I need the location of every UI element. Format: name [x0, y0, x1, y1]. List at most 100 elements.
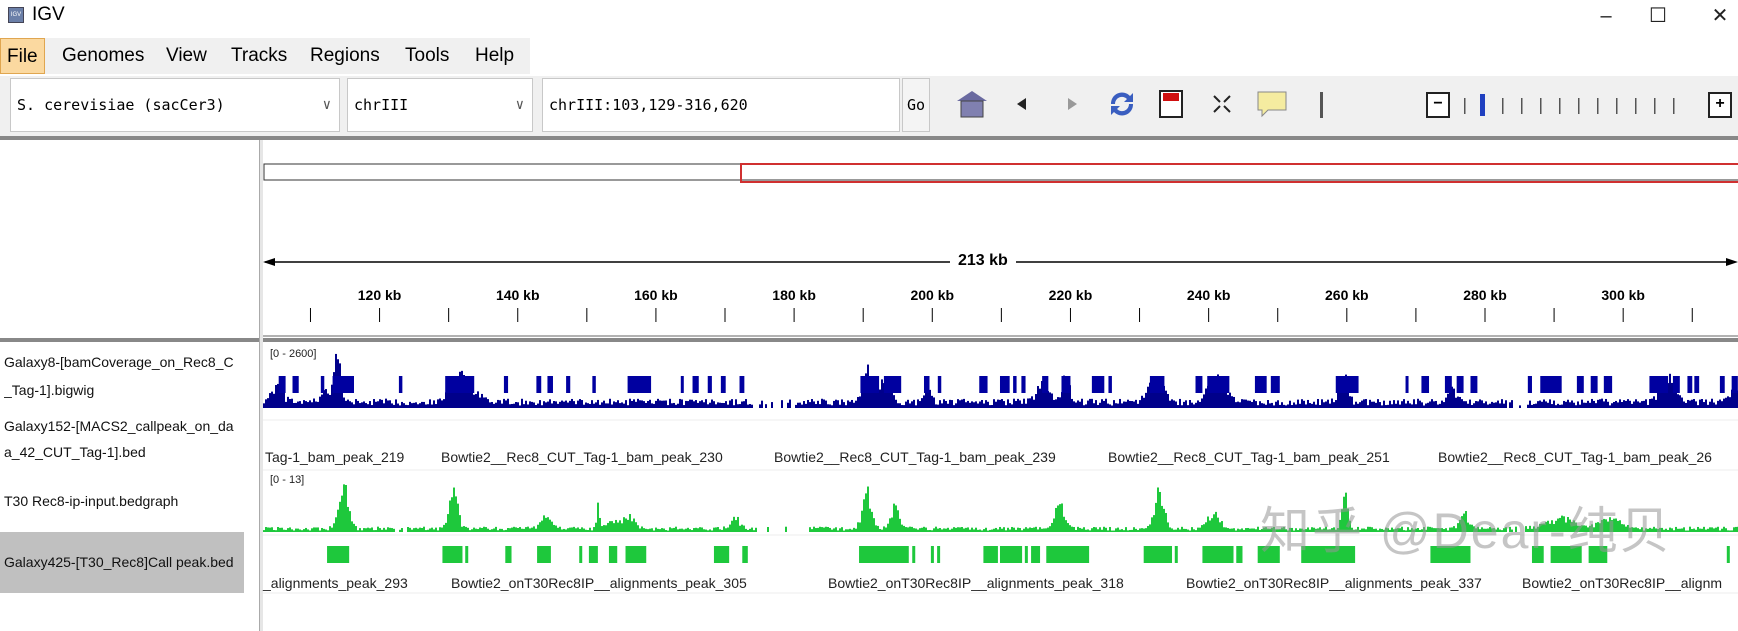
peak-feature[interactable] [1731, 376, 1738, 393]
peak-feature[interactable] [1531, 546, 1544, 563]
peak-feature[interactable] [1091, 376, 1105, 393]
peak-feature[interactable] [442, 546, 463, 563]
peak-feature[interactable] [1588, 546, 1608, 563]
peak-feature[interactable] [1149, 376, 1165, 393]
peak-feature[interactable] [1576, 376, 1584, 393]
name-panel-divider[interactable] [259, 140, 263, 631]
zoom-tick[interactable] [1521, 98, 1523, 114]
peak-feature[interactable] [1672, 376, 1680, 393]
peak-feature[interactable] [983, 546, 998, 563]
peak-feature[interactable] [1540, 376, 1562, 393]
menu-help[interactable]: Help [475, 45, 515, 66]
peak-feature[interactable] [1649, 376, 1669, 393]
peak-feature[interactable] [1236, 546, 1243, 563]
peak-feature[interactable] [923, 376, 930, 393]
peak-feature[interactable] [537, 546, 551, 563]
peak-feature[interactable] [627, 376, 652, 393]
peak-feature[interactable] [1108, 376, 1112, 393]
peak-feature[interactable] [1550, 546, 1582, 563]
track-name-bed2[interactable]: Galaxy425-[T30_Rec8]Call peak.bed [4, 554, 234, 570]
peak-feature[interactable] [1590, 376, 1598, 393]
peak-feature[interactable] [1021, 376, 1026, 393]
peak-feature[interactable] [1301, 546, 1356, 563]
track-name-bed1[interactable]: Galaxy152-[MACS2_callpeak_on_da [4, 418, 234, 434]
zoom-tick[interactable] [1540, 98, 1542, 114]
data-panel[interactable] [263, 342, 1738, 631]
peak-feature[interactable] [625, 546, 647, 563]
peak-feature[interactable] [1527, 376, 1532, 393]
peak-feature[interactable] [445, 376, 475, 393]
zoom-in-button[interactable]: + [1708, 92, 1732, 118]
peak-feature[interactable] [1202, 546, 1234, 563]
peak-feature[interactable] [505, 546, 512, 563]
peak-feature[interactable] [859, 546, 909, 563]
peak-feature[interactable] [547, 376, 553, 393]
peak-feature[interactable] [1195, 376, 1203, 393]
peak-feature[interactable] [292, 376, 299, 393]
peak-feature[interactable] [1335, 376, 1359, 393]
peak-feature[interactable] [1143, 546, 1173, 563]
peak-feature[interactable] [1456, 376, 1464, 393]
peak-feature[interactable] [1061, 376, 1071, 393]
peak-feature[interactable] [680, 376, 684, 393]
peak-feature[interactable] [999, 546, 1023, 563]
track-name-bigwig[interactable]: Galaxy8-[bamCoverage_on_Rec8_C [4, 354, 234, 370]
zoom-tick[interactable] [1673, 98, 1675, 114]
peak-feature[interactable] [707, 376, 712, 393]
zoom-tick[interactable] [1616, 98, 1618, 114]
peak-feature[interactable] [912, 546, 916, 563]
menu-regions[interactable]: Regions [310, 45, 380, 66]
peak-feature[interactable] [327, 546, 350, 563]
peak-feature[interactable] [999, 376, 1010, 393]
peak-feature[interactable] [1254, 376, 1267, 393]
peak-feature[interactable] [739, 376, 745, 393]
menu-file[interactable]: File [0, 38, 45, 74]
peak-feature[interactable] [608, 546, 618, 563]
peak-feature[interactable] [930, 546, 934, 563]
locus-input[interactable]: chrIII:103,129-316,620 [542, 78, 900, 132]
peak-feature[interactable] [592, 376, 596, 393]
back-arrow-icon[interactable] [1002, 82, 1042, 126]
popup-info-icon[interactable] [1252, 82, 1292, 126]
peak-feature[interactable] [979, 376, 988, 393]
peak-feature[interactable] [1421, 376, 1430, 393]
track-name-bigwig-cont[interactable]: _Tag-1].bigwig [4, 382, 95, 398]
peak-feature[interactable] [937, 546, 941, 563]
zoom-out-button[interactable]: − [1426, 92, 1450, 118]
peak-feature[interactable] [1024, 546, 1028, 563]
region-of-interest-icon[interactable] [1151, 82, 1191, 126]
peak-feature[interactable] [1694, 376, 1700, 393]
peak-feature[interactable] [1174, 546, 1178, 563]
peak-feature[interactable] [937, 376, 942, 393]
peak-feature[interactable] [692, 376, 699, 393]
close-button[interactable]: ✕ [1711, 5, 1729, 27]
peak-feature[interactable] [332, 376, 354, 393]
peak-feature[interactable] [579, 546, 583, 563]
peak-feature[interactable] [1270, 376, 1280, 393]
forward-arrow-icon[interactable] [1052, 82, 1092, 126]
zoom-slider-thumb[interactable] [1480, 94, 1485, 116]
peak-feature[interactable] [1046, 546, 1090, 563]
peak-feature[interactable] [860, 376, 880, 393]
maximize-button[interactable]: ☐ [1649, 5, 1667, 27]
zoom-tick[interactable] [1464, 98, 1466, 114]
peak-feature[interactable] [1013, 376, 1017, 393]
menu-tracks[interactable]: Tracks [231, 45, 288, 66]
peak-feature[interactable] [883, 376, 902, 393]
peak-feature[interactable] [1031, 546, 1041, 563]
peak-feature[interactable] [1603, 376, 1613, 393]
peak-feature[interactable] [1719, 376, 1725, 393]
minimize-button[interactable]: – [1600, 5, 1612, 27]
peak-feature[interactable] [713, 546, 730, 563]
zoom-tick[interactable] [1654, 98, 1656, 114]
peak-feature[interactable] [1444, 376, 1452, 393]
peak-feature[interactable] [1257, 546, 1280, 563]
genome-dropdown[interactable]: S. cerevisiae (sacCer3) ∨ [10, 78, 340, 132]
chromosome-dropdown[interactable]: chrIII ∨ [347, 78, 533, 132]
peak-feature[interactable] [1726, 546, 1730, 563]
peak-feature[interactable] [1042, 376, 1049, 393]
track-name-bed1-cont[interactable]: a_42_CUT_Tag-1].bed [4, 444, 146, 460]
peak-feature[interactable] [720, 376, 726, 393]
zoom-tick[interactable] [1559, 98, 1561, 114]
peak-feature[interactable] [465, 546, 469, 563]
